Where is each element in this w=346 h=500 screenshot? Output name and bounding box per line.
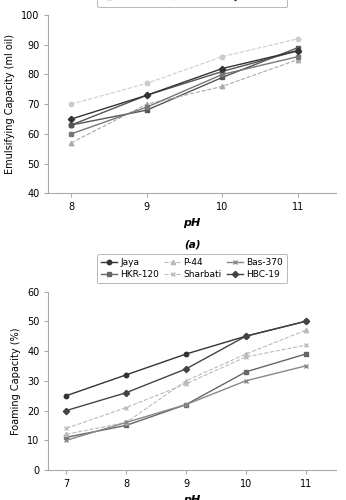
Line: HKR-120: HKR-120	[64, 352, 308, 440]
Line: Sharbati: Sharbati	[69, 36, 300, 106]
X-axis label: pH: pH	[183, 494, 201, 500]
Sharbati	[184, 381, 188, 387]
Line: P-44: P-44	[64, 328, 308, 436]
P-44	[64, 432, 69, 438]
Sharbati	[220, 54, 224, 60]
Bas-370	[184, 402, 188, 407]
HBC-19	[244, 333, 248, 339]
Line: HKR-120: HKR-120	[69, 46, 300, 128]
Sharbati	[69, 101, 73, 107]
P-44	[244, 351, 248, 357]
Line: Jaya: Jaya	[64, 319, 308, 398]
Sharbati	[304, 342, 308, 348]
HKR-120	[69, 122, 73, 128]
HKR-120	[220, 74, 224, 80]
Line: HBC-19: HBC-19	[69, 48, 300, 122]
Y-axis label: Emulsifying Capacity (ml oil): Emulsifying Capacity (ml oil)	[6, 34, 16, 174]
HKR-120	[145, 107, 149, 113]
Bas-370	[124, 420, 128, 426]
Legend: Jaya, HKR-120, P-44, Sharbati, Bas-370, HBC-19: Jaya, HKR-120, P-44, Sharbati, Bas-370, …	[97, 0, 287, 7]
Bas-370	[220, 72, 224, 78]
Line: P-44: P-44	[69, 58, 300, 145]
Sharbati	[64, 426, 69, 432]
HKR-120	[184, 402, 188, 407]
HKR-120	[296, 44, 300, 51]
HBC-19	[220, 66, 224, 71]
Bas-370	[296, 54, 300, 60]
Jaya	[304, 318, 308, 324]
Jaya	[244, 333, 248, 339]
P-44	[296, 56, 300, 62]
P-44	[69, 140, 73, 146]
Jaya	[220, 68, 224, 74]
Bas-370	[244, 378, 248, 384]
Jaya	[69, 122, 73, 128]
P-44	[124, 420, 128, 426]
Jaya	[296, 48, 300, 54]
Sharbati	[244, 354, 248, 360]
P-44	[220, 84, 224, 89]
HBC-19	[69, 116, 73, 122]
Jaya	[64, 392, 69, 398]
Jaya	[124, 372, 128, 378]
Sharbati	[124, 404, 128, 410]
Text: (a): (a)	[184, 240, 200, 250]
HKR-120	[304, 351, 308, 357]
Bas-370	[69, 131, 73, 137]
HBC-19	[296, 48, 300, 54]
HBC-19	[304, 318, 308, 324]
HKR-120	[64, 434, 69, 440]
Line: Bas-370: Bas-370	[64, 364, 308, 442]
Line: HBC-19: HBC-19	[64, 319, 308, 412]
P-44	[304, 327, 308, 333]
HBC-19	[124, 390, 128, 396]
Line: Bas-370: Bas-370	[69, 54, 300, 136]
Y-axis label: Foaming Capacity (%): Foaming Capacity (%)	[11, 327, 21, 434]
HBC-19	[145, 92, 149, 98]
HBC-19	[184, 366, 188, 372]
HKR-120	[124, 422, 128, 428]
Bas-370	[64, 438, 69, 444]
P-44	[145, 101, 149, 107]
HBC-19	[64, 408, 69, 414]
X-axis label: pH: pH	[183, 218, 201, 228]
Line: Jaya: Jaya	[69, 48, 300, 128]
Bas-370	[145, 104, 149, 110]
Bas-370	[304, 363, 308, 369]
Jaya	[145, 92, 149, 98]
Jaya	[184, 351, 188, 357]
Sharbati	[145, 80, 149, 86]
Legend: Jaya, HKR-120, P-44, Sharbati, Bas-370, HBC-19: Jaya, HKR-120, P-44, Sharbati, Bas-370, …	[97, 254, 287, 284]
HKR-120	[244, 369, 248, 375]
P-44	[184, 378, 188, 384]
Sharbati	[296, 36, 300, 42]
Line: Sharbati: Sharbati	[64, 343, 308, 430]
